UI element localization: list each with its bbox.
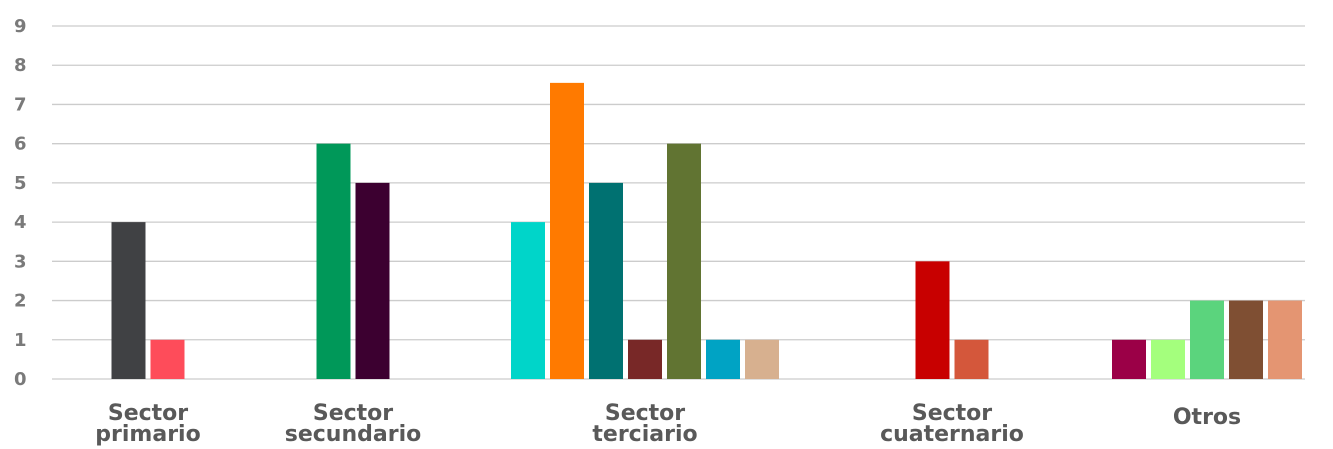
bar-group3-4 (628, 339, 662, 379)
category-label: Sector (912, 401, 992, 426)
bar-group2-2 (355, 182, 390, 379)
bar-group3-5 (667, 143, 701, 379)
bar-group4-1 (915, 261, 950, 379)
y-tick-label: 3 (14, 251, 27, 272)
category-label: primario (95, 422, 200, 447)
bar-group5-4 (1229, 300, 1263, 379)
y-axis-ticks: 0 1 2 3 4 5 6 7 8 9 (14, 16, 27, 390)
y-tick-label: 0 (14, 369, 27, 390)
bar-group3-6 (706, 339, 740, 379)
y-tick-label: 8 (14, 55, 27, 76)
category-label: Sector (605, 401, 685, 426)
category-label: terciario (592, 422, 697, 447)
bar-group3-1 (511, 222, 545, 379)
y-tick-label: 1 (14, 330, 27, 351)
y-tick-label: 7 (14, 94, 27, 115)
category-label: Sector (313, 401, 393, 426)
y-tick-label: 6 (14, 134, 27, 155)
category-label: cuaternario (880, 422, 1024, 447)
category-label: Sector (108, 401, 188, 426)
bar-group5-5 (1268, 300, 1302, 379)
bar-group5-2 (1151, 339, 1185, 379)
bar-group3-2 (550, 82, 584, 379)
bar-group1-2 (150, 339, 185, 379)
bar-group5-3 (1190, 300, 1224, 379)
bar-group2-1 (316, 143, 351, 379)
category-labels: SectorprimarioSectorsecundarioSectorterc… (95, 401, 1241, 447)
bar-group5-1 (1112, 339, 1146, 379)
y-tick-label: 2 (14, 291, 27, 312)
bar-group4-2 (954, 339, 989, 379)
y-tick-label: 5 (14, 173, 27, 194)
y-tick-label: 4 (14, 212, 27, 233)
category-label: Otros (1173, 405, 1241, 430)
category-label: secundario (285, 422, 421, 447)
bar-group3-3 (589, 182, 623, 379)
bar-group1-1 (111, 222, 146, 379)
bars (111, 82, 1302, 379)
y-tick-label: 9 (14, 16, 27, 37)
bar-group3-7 (745, 339, 779, 379)
